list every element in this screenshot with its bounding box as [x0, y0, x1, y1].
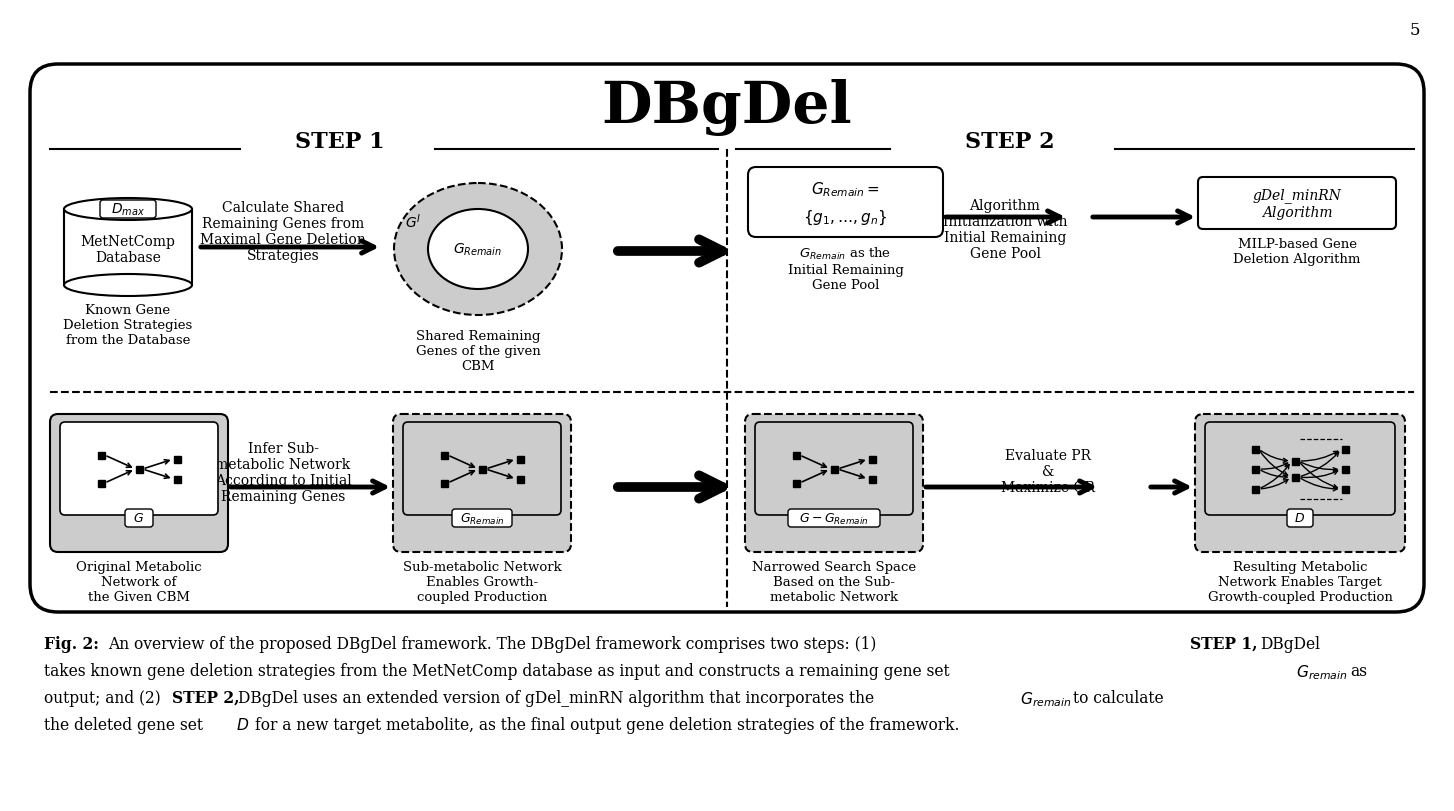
- Text: $D$: $D$: [1294, 512, 1306, 525]
- FancyBboxPatch shape: [747, 168, 944, 238]
- Text: An overview of the proposed DBgDel framework. The DBgDel framework comprises two: An overview of the proposed DBgDel frame…: [108, 635, 877, 652]
- FancyBboxPatch shape: [788, 509, 880, 527]
- Bar: [64, 210, 192, 285]
- Text: the deleted gene set: the deleted gene set: [44, 716, 204, 733]
- Text: DBgDel uses an extended version of gDel_minRN algorithm that incorporates the: DBgDel uses an extended version of gDel_…: [238, 689, 874, 706]
- Text: takes known gene deletion strategies from the MetNetComp database as input and c: takes known gene deletion strategies fro…: [44, 663, 949, 679]
- Text: Shared Remaining
Genes of the given
CBM: Shared Remaining Genes of the given CBM: [416, 329, 541, 372]
- Text: Known Gene
Deletion Strategies
from the Database: Known Gene Deletion Strategies from the …: [64, 303, 192, 346]
- Text: $G^I$: $G^I$: [404, 212, 422, 231]
- Text: Fig. 2:: Fig. 2:: [44, 635, 99, 652]
- Bar: [478, 466, 486, 473]
- Bar: [173, 456, 180, 463]
- Bar: [1291, 474, 1298, 481]
- FancyBboxPatch shape: [100, 201, 156, 219]
- Bar: [830, 466, 838, 473]
- Text: $G_{Remain}$: $G_{Remain}$: [454, 242, 503, 258]
- Ellipse shape: [394, 184, 563, 315]
- Bar: [868, 476, 875, 483]
- Text: $G$: $G$: [134, 512, 144, 525]
- Text: $G_{remain}$: $G_{remain}$: [1296, 663, 1348, 681]
- Text: STEP 2,: STEP 2,: [172, 689, 240, 706]
- Text: to calculate: to calculate: [1073, 689, 1163, 706]
- Bar: [516, 476, 523, 483]
- Bar: [1342, 446, 1348, 453]
- Bar: [441, 452, 448, 459]
- Text: MetNetComp
Database: MetNetComp Database: [80, 234, 176, 264]
- Text: output; and (2): output; and (2): [44, 689, 161, 706]
- Bar: [1342, 486, 1348, 493]
- Bar: [1291, 458, 1298, 465]
- FancyBboxPatch shape: [393, 414, 571, 552]
- Text: for a new target metabolite, as the final output gene deletion strategies of the: for a new target metabolite, as the fina…: [254, 716, 960, 733]
- Text: $D$: $D$: [236, 716, 249, 733]
- Bar: [868, 456, 875, 463]
- Text: gDel_minRN
Algorithm: gDel_minRN Algorithm: [1252, 188, 1342, 219]
- FancyBboxPatch shape: [1198, 178, 1396, 230]
- Text: Evaluate PR
&
Maximize GR: Evaluate PR & Maximize GR: [1000, 448, 1095, 495]
- Bar: [441, 480, 448, 487]
- Text: Narrowed Search Space
Based on the Sub-
metabolic Network: Narrowed Search Space Based on the Sub- …: [752, 560, 916, 603]
- Text: $G-G_{Remain}$: $G-G_{Remain}$: [800, 511, 868, 526]
- Text: Resulting Metabolic
Network Enables Target
Growth-coupled Production: Resulting Metabolic Network Enables Targ…: [1208, 560, 1393, 603]
- FancyBboxPatch shape: [1195, 414, 1405, 552]
- Bar: [792, 452, 800, 459]
- Text: $G_{Remain}=$: $G_{Remain}=$: [811, 180, 880, 200]
- FancyBboxPatch shape: [125, 509, 153, 527]
- FancyBboxPatch shape: [755, 423, 913, 515]
- Text: Calculate Shared
Remaining Genes from
Maximal Gene Deletion
Strategies: Calculate Shared Remaining Genes from Ma…: [201, 200, 366, 263]
- Bar: [1252, 486, 1259, 493]
- Text: MILP-based Gene
Deletion Algorithm: MILP-based Gene Deletion Algorithm: [1233, 238, 1361, 266]
- Text: Sub-metabolic Network
Enables Growth-
coupled Production: Sub-metabolic Network Enables Growth- co…: [403, 560, 561, 603]
- FancyBboxPatch shape: [49, 414, 228, 552]
- Bar: [1342, 466, 1348, 473]
- FancyBboxPatch shape: [1205, 423, 1394, 515]
- Bar: [97, 452, 105, 459]
- Text: DBgDel: DBgDel: [602, 79, 852, 136]
- Text: $G_{Remain}$ as the
Initial Remaining
Gene Pool: $G_{Remain}$ as the Initial Remaining Ge…: [788, 246, 903, 292]
- Text: as: as: [1349, 663, 1367, 679]
- Bar: [135, 466, 142, 473]
- Bar: [1252, 446, 1259, 453]
- Text: STEP 1,: STEP 1,: [1189, 635, 1258, 652]
- Text: 5: 5: [1410, 22, 1421, 39]
- Ellipse shape: [64, 199, 192, 221]
- Bar: [792, 480, 800, 487]
- FancyBboxPatch shape: [452, 509, 512, 527]
- Text: $G_{Remain}$: $G_{Remain}$: [459, 511, 505, 526]
- Text: Algorithm
Initialization with
Initial Remaining
Gene Pool: Algorithm Initialization with Initial Re…: [942, 199, 1067, 261]
- FancyBboxPatch shape: [31, 65, 1423, 612]
- FancyBboxPatch shape: [744, 414, 923, 552]
- Bar: [173, 476, 180, 483]
- Text: $D_{max}$: $D_{max}$: [111, 202, 145, 218]
- Bar: [97, 480, 105, 487]
- Text: DBgDel: DBgDel: [1261, 635, 1320, 652]
- FancyBboxPatch shape: [1287, 509, 1313, 527]
- Text: STEP 2: STEP 2: [965, 131, 1054, 152]
- FancyBboxPatch shape: [60, 423, 218, 515]
- Ellipse shape: [64, 275, 192, 297]
- Text: STEP 1: STEP 1: [295, 131, 385, 152]
- Ellipse shape: [427, 210, 528, 290]
- Text: Infer Sub-
metabolic Network
According to Initial
Remaining Genes: Infer Sub- metabolic Network According t…: [215, 441, 352, 504]
- Bar: [516, 456, 523, 463]
- Text: $\{g_1,\ldots,g_n\}$: $\{g_1,\ldots,g_n\}$: [804, 208, 887, 227]
- Text: $G_{remain}$: $G_{remain}$: [1021, 689, 1072, 708]
- Bar: [1252, 466, 1259, 473]
- Text: Original Metabolic
Network of
the Given CBM: Original Metabolic Network of the Given …: [76, 560, 202, 603]
- FancyBboxPatch shape: [403, 423, 561, 515]
